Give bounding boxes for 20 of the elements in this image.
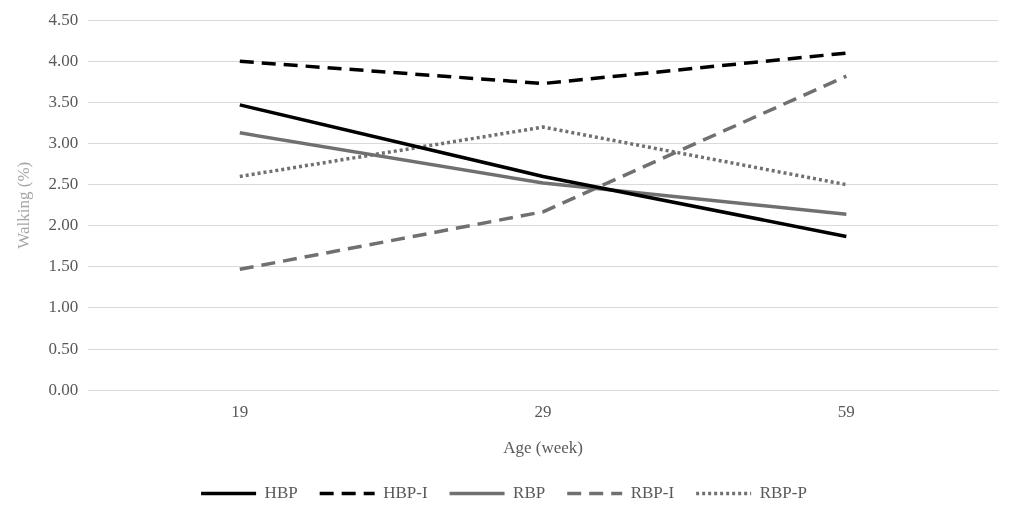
y-tick-label: 2.00 [48, 215, 79, 235]
legend-label: RBP-I [630, 482, 675, 502]
y-tick-label: 4.50 [48, 9, 79, 29]
y-tick-label: 1.00 [48, 297, 79, 317]
y-tick-label: 4.00 [48, 50, 79, 70]
x-axis-title: Age (week) [503, 438, 583, 458]
y-tick-label: 3.00 [48, 133, 79, 152]
y-tick-label: 2.50 [48, 174, 79, 194]
y-tick-label: 0.00 [48, 379, 79, 399]
y-tick-label: 3.50 [48, 91, 79, 111]
y-axis-title: Walking (%) [13, 161, 33, 249]
x-tick-label: 29 [534, 401, 552, 421]
x-tick-label: 59 [837, 401, 855, 421]
legend-label: RBP [513, 482, 546, 502]
y-tick-label: 1.50 [48, 256, 79, 276]
legend-label: HBP [264, 482, 298, 502]
legend-label: HBP-I [383, 482, 428, 502]
legend-label: RBP-P [759, 482, 807, 502]
y-tick-label: 0.50 [48, 338, 79, 358]
x-tick-label: 19 [231, 401, 249, 421]
